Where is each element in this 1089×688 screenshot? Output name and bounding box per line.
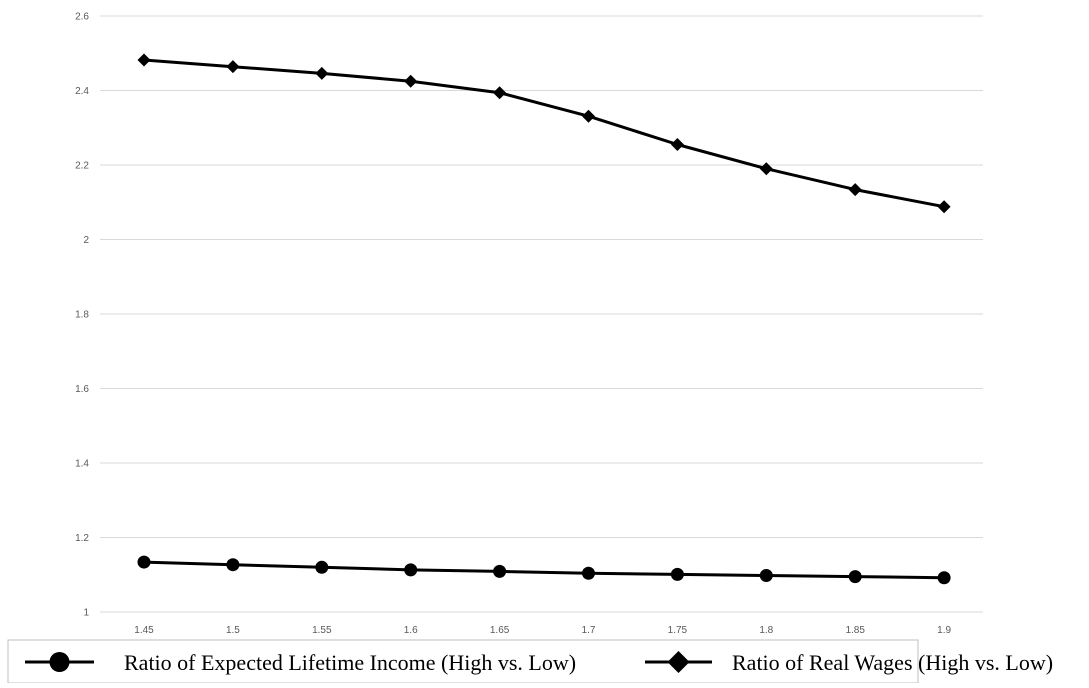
x-tick-label: 1.45	[134, 625, 154, 636]
legend-marker-diamond	[667, 651, 690, 673]
x-tick-label: 1.8	[759, 625, 773, 636]
data-point	[315, 66, 329, 80]
data-point	[670, 567, 684, 581]
data-point	[137, 53, 151, 67]
series-real-wages	[137, 53, 951, 214]
legend-entry-expected-lifetime-income: Ratio of Expected Lifetime Income (High …	[25, 650, 576, 675]
y-tick-label: 2.4	[75, 86, 89, 97]
x-tick-label: 1.7	[582, 625, 596, 636]
data-point	[493, 86, 507, 100]
legend-label: Ratio of Real Wages (High vs. Low)	[732, 650, 1053, 675]
data-point	[493, 564, 507, 578]
x-tick-label: 1.5	[226, 625, 240, 636]
y-tick-label: 1.2	[75, 533, 89, 544]
y-tick-label: 2.2	[75, 161, 89, 172]
data-point	[582, 109, 595, 123]
x-tick-label: 1.85	[845, 625, 865, 636]
x-axis: 1.45 1.5 1.55 1.6 1.65 1.7 1.75 1.8 1.85 1.9	[134, 625, 951, 636]
y-tick-label: 2	[83, 235, 89, 246]
data-point	[759, 162, 773, 176]
data-point	[582, 566, 595, 580]
legend-label: Ratio of Expected Lifetime Income (High …	[124, 650, 576, 675]
data-point	[226, 558, 240, 572]
data-point	[759, 568, 773, 582]
series-layer	[137, 53, 951, 585]
data-point	[848, 570, 862, 584]
y-axis: 1 1.2 1.4 1.6 1.8 2 2.2 2.4 2.6	[75, 12, 89, 619]
data-point	[404, 563, 418, 577]
x-tick-label: 1.9	[937, 625, 951, 636]
series-line	[143, 560, 945, 580]
x-tick-label: 1.6	[404, 625, 418, 636]
data-point	[670, 138, 684, 152]
y-tick-label: 2.6	[75, 12, 89, 23]
legend-marker-circle	[49, 652, 70, 672]
data-point	[937, 571, 951, 585]
series-line	[143, 58, 945, 209]
series-expected-lifetime-income	[137, 555, 951, 585]
y-tick-label: 1.8	[75, 310, 89, 321]
y-tick-label: 1.6	[75, 384, 89, 395]
data-point	[226, 60, 240, 74]
data-point	[137, 555, 151, 569]
grid-layer	[100, 15, 983, 613]
legend: Ratio of Expected Lifetime Income (High …	[7, 639, 1053, 684]
data-point	[848, 183, 862, 197]
legend-entry-real-wages: Ratio of Real Wages (High vs. Low)	[645, 650, 1053, 675]
data-point	[315, 560, 329, 574]
x-tick-label: 1.65	[490, 625, 510, 636]
y-tick-label: 1.4	[75, 459, 89, 470]
y-tick-label: 1	[83, 608, 89, 619]
x-tick-label: 1.55	[312, 625, 332, 636]
data-point	[404, 74, 418, 88]
x-tick-label: 1.75	[668, 625, 688, 636]
data-point	[937, 200, 951, 214]
